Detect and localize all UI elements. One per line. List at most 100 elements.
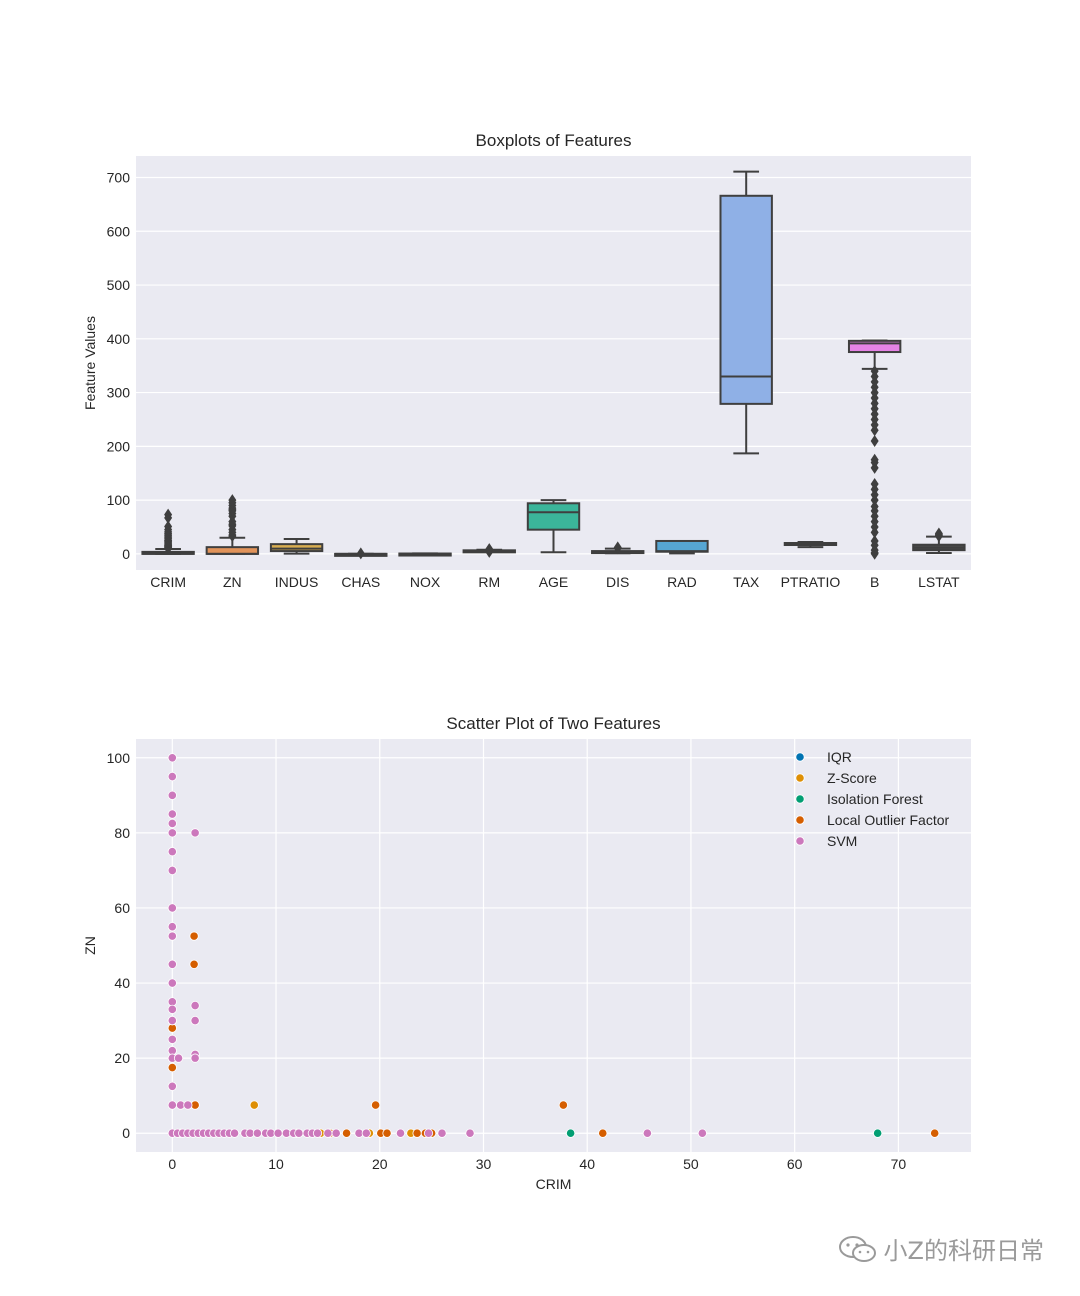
scatter-ylabel: ZN [82,936,98,955]
box-outlier [934,527,943,540]
scatter-point [167,1062,177,1073]
boxplot-xtick-label: NOX [410,574,441,590]
scatter-xtick-label: 70 [891,1156,907,1172]
scatter-point [273,1128,283,1138]
scatter-point [167,790,177,800]
scatter-point [323,1128,333,1138]
boxplot-ytick-label: 700 [107,170,131,186]
scatter-ytick-label: 100 [107,750,131,766]
legend-label: Z-Score [827,770,877,786]
scatter-xtick-label: 0 [168,1156,176,1172]
scatter-point [249,1100,259,1110]
box-chas [334,547,388,560]
scatter-point [167,1034,177,1044]
scatter-point [167,1004,177,1014]
scatter-point [423,1128,434,1138]
scatter-ytick-label: 80 [114,825,130,841]
scatter-point [167,959,177,969]
box-rm [462,543,516,558]
scatter-point [382,1128,392,1138]
boxplot-xtick-label: CHAS [341,574,380,590]
boxplot-xtick-label: LSTAT [918,574,960,590]
boxplot-xtick-label: AGE [539,574,569,590]
scatter-legend: IQR Z-Score Isolation Forest Local Outlier … [795,749,949,849]
boxplot-ytick-label: 500 [107,277,131,293]
scatter-series-isolation-forest [566,1128,883,1138]
scatter-point [189,931,199,941]
box-lstat [912,527,966,554]
scatter-ytick-label: 20 [114,1050,130,1066]
scatter-point [566,1128,576,1138]
box-rad [655,539,709,555]
scatter-ytick-label: 0 [122,1125,130,1141]
scatter-point [167,753,177,763]
legend-label: Isolation Forest [827,791,923,807]
box-outlier [870,453,879,466]
legend-marker [795,773,805,783]
scatter-point [167,847,177,857]
scatter-point [190,1000,200,1011]
box-outlier [870,477,879,490]
boxplot-ylabel: Feature Values [82,316,98,410]
scatter-plot-area [136,739,971,1152]
scatter-point [642,1128,652,1138]
box-outlier [164,508,173,521]
scatter-point [167,1100,177,1110]
scatter-point [361,1128,371,1138]
box-body [655,539,709,553]
scatter-xlabel: CRIM [536,1176,572,1192]
scatter-point [395,1128,406,1138]
box-zn [205,494,260,555]
scatter-point [167,828,177,838]
box-body [269,543,324,553]
boxplot-xtick-label: B [870,574,879,590]
wechat-icon [838,1235,876,1262]
box-body [205,546,260,555]
box-outlier [870,500,879,513]
boxplot-xtick-label: RAD [667,574,697,590]
scatter-point [167,818,177,829]
box-body [719,194,773,405]
scatter-point [341,1128,352,1138]
scatter-point [190,828,200,838]
box-outlier [228,494,237,507]
scatter-point [412,1128,422,1138]
scatter-point [331,1128,341,1138]
box-outlier [356,547,365,560]
boxplot-title: Boxplots of Features [476,131,632,150]
scatter-point [229,1128,240,1138]
scatter-xtick-label: 20 [372,1156,388,1172]
scatter-ytick-label: 60 [114,900,130,916]
scatter-point [189,959,199,969]
scatter-point [167,809,177,819]
box-ptratio [783,541,838,549]
scatter-series-svm [167,753,707,1138]
boxplot-xtick-label: RM [478,574,500,590]
scatter-point [371,1100,381,1110]
scatter-xtick-label: 60 [787,1156,803,1172]
scatter-point [167,978,177,988]
box-outlier [870,434,879,447]
legend-label: SVM [827,833,857,849]
scatter-point [697,1128,707,1138]
scatter-point [167,865,177,876]
legend-marker [795,836,805,846]
scatter-point [167,903,177,913]
boxplot-xtick-label: CRIM [150,574,186,590]
box-tax [719,170,773,455]
scatter-point [465,1128,475,1138]
box-outlier [870,365,879,378]
boxplot-xtick-label: TAX [733,574,760,590]
scatter-point [558,1100,568,1110]
scatter-point [294,1128,304,1138]
boxplot-ytick-label: 300 [107,385,131,401]
box-age [526,499,581,554]
boxplot-ytick-label: 0 [122,546,130,562]
box-body [847,339,902,354]
boxplot-ytick-label: 400 [107,331,131,347]
scatter-title: Scatter Plot of Two Features [446,714,660,733]
scatter-point [252,1128,262,1138]
boxplot-xtick-label: ZN [223,574,242,590]
scatter-point [167,931,177,941]
